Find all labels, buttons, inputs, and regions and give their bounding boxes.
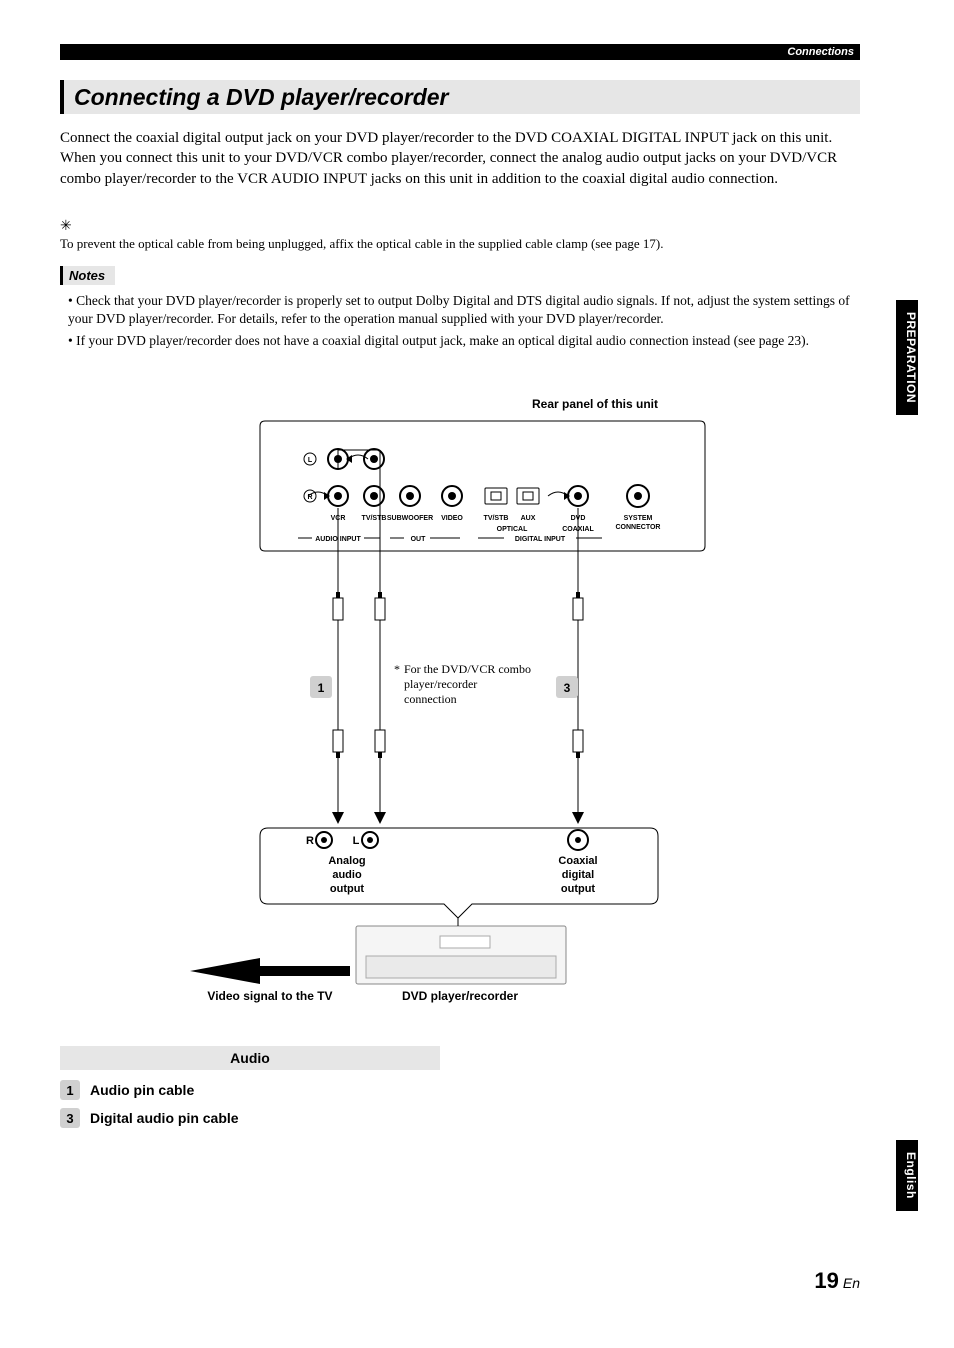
tip-icon: ✳ — [60, 218, 72, 235]
legend-header: Audio — [60, 1046, 440, 1070]
svg-text:DVD player/recorder: DVD player/recorder — [402, 989, 518, 1003]
legend-label-3: Digital audio pin cable — [90, 1110, 239, 1126]
section-title: Connecting a DVD player/recorder — [74, 84, 449, 111]
note-2-text: If your DVD player/recorder does not hav… — [76, 333, 809, 348]
combo-note-3: connection — [404, 692, 457, 706]
svg-text:L: L — [353, 835, 360, 847]
page-lang: En — [843, 1275, 860, 1291]
svg-text:output: output — [330, 883, 365, 895]
svg-text:OPTICAL: OPTICAL — [497, 526, 528, 533]
section-title-bar: Connecting a DVD player/recorder — [60, 80, 860, 114]
jack-dvd-coaxial — [568, 486, 588, 506]
page-number-value: 19 — [814, 1268, 838, 1293]
header-section-label: Connections — [787, 44, 860, 60]
svg-text:Analog: Analog — [328, 855, 365, 867]
note-1: • Check that your DVD player/recorder is… — [68, 292, 858, 328]
combo-note-2: player/recorder — [404, 677, 477, 691]
rear-panel-title: Rear panel of this unit — [532, 397, 658, 411]
svg-text:L: L — [308, 457, 313, 464]
svg-text:3: 3 — [564, 681, 571, 695]
legend-num-1: 1 — [60, 1080, 80, 1100]
side-tab-preparation: PREPARATION — [896, 300, 918, 415]
svg-text:Coaxial: Coaxial — [558, 855, 597, 867]
legend-num-3: 3 — [60, 1108, 80, 1128]
svg-text:AUX: AUX — [521, 515, 536, 522]
svg-text:digital: digital — [562, 869, 594, 881]
jack-subwoofer — [400, 486, 420, 506]
svg-text:DIGITAL INPUT: DIGITAL INPUT — [515, 536, 566, 543]
legend-label-1: Audio pin cable — [90, 1082, 194, 1098]
side-tab-english: English — [896, 1140, 918, 1211]
svg-text:SUBWOOFER: SUBWOOFER — [387, 515, 433, 522]
intro-text: Connect the coaxial digital output jack … — [60, 128, 860, 189]
jack-tvstb-r — [364, 486, 384, 506]
combo-note-1: For the DVD/VCR combo — [404, 662, 531, 676]
notes-label: Notes — [60, 266, 115, 285]
svg-text:output: output — [561, 883, 596, 895]
svg-text:OUT: OUT — [411, 536, 427, 543]
page-number: 19 En — [814, 1268, 860, 1294]
svg-text:1: 1 — [318, 681, 325, 695]
svg-text:Video signal to the TV: Video signal to the TV — [207, 989, 332, 1003]
connection-diagram: Rear panel of this unit L R VCR TV/STB S… — [60, 396, 860, 1036]
jack-system-connector — [627, 485, 649, 507]
svg-text:TV/STB: TV/STB — [362, 515, 387, 522]
svg-text:*: * — [394, 662, 400, 676]
header-bar — [60, 44, 860, 60]
svg-text:CONNECTOR: CONNECTOR — [616, 524, 661, 531]
legend-row-1: 1 Audio pin cable — [60, 1080, 194, 1100]
tip-text: To prevent the optical cable from being … — [60, 236, 860, 252]
jack-video — [442, 486, 462, 506]
svg-text:VIDEO: VIDEO — [441, 515, 463, 522]
legend-row-3: 3 Digital audio pin cable — [60, 1108, 239, 1128]
svg-text:TV/STB: TV/STB — [484, 515, 509, 522]
svg-text:audio: audio — [332, 869, 362, 881]
jack-tvstb-l — [364, 449, 384, 469]
jack-vcr-r — [328, 486, 348, 506]
note-2: • If your DVD player/recorder does not h… — [68, 332, 858, 350]
svg-text:R: R — [306, 835, 314, 847]
note-1-text: Check that your DVD player/recorder is p… — [68, 293, 850, 326]
svg-text:SYSTEM: SYSTEM — [624, 515, 653, 522]
